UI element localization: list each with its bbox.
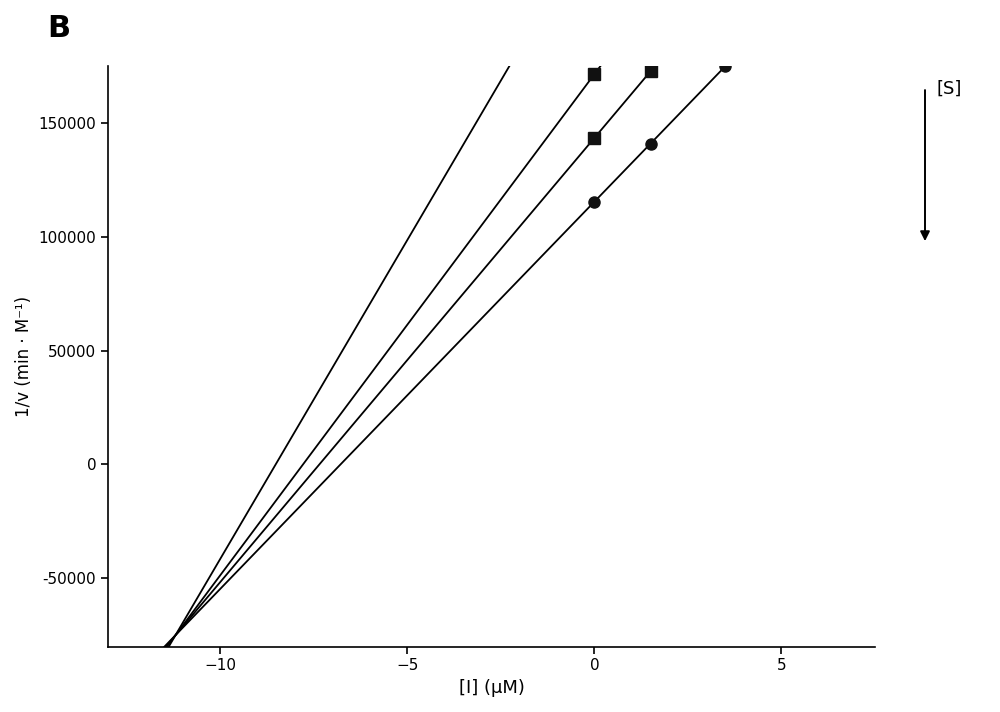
- Text: [S]: [S]: [937, 80, 962, 98]
- X-axis label: [I] (μM): [I] (μM): [459, 679, 524, 697]
- Text: B: B: [47, 14, 70, 43]
- Y-axis label: 1/v (min · M⁻¹): 1/v (min · M⁻¹): [15, 295, 33, 417]
